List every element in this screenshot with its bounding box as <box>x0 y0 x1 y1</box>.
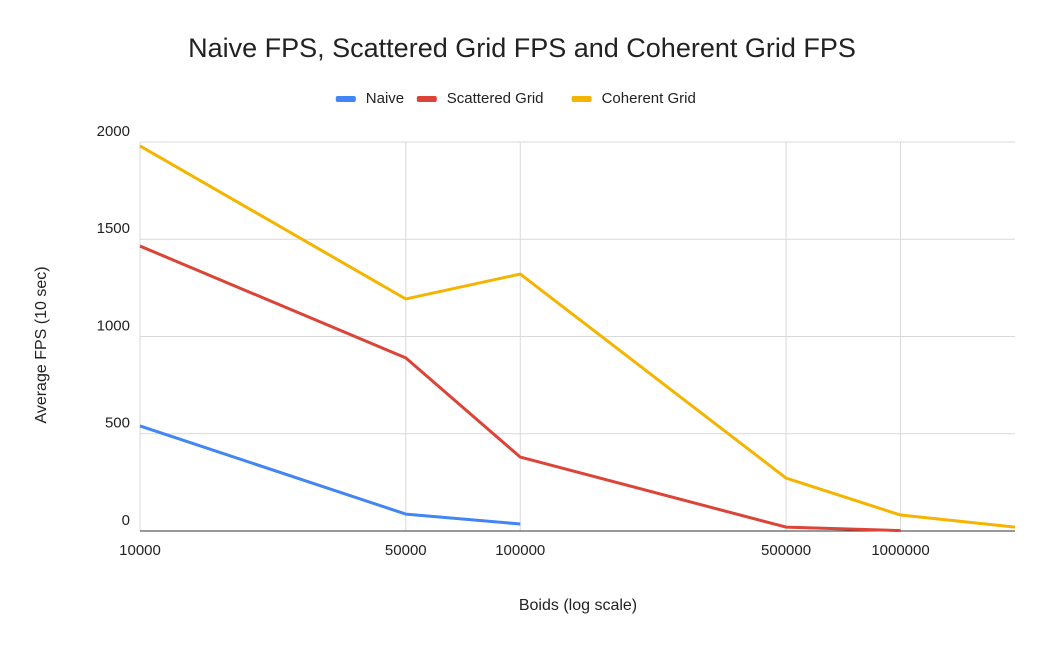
x-tick-label: 1000000 <box>871 542 929 559</box>
y-tick-label: 0 <box>122 512 130 529</box>
x-tick-label: 500000 <box>761 542 811 559</box>
x-axis-title: Boids (log scale) <box>519 597 637 614</box>
series-line <box>139 144 1016 529</box>
series-line <box>139 244 901 533</box>
legend-label: Coherent Grid <box>602 90 696 107</box>
y-axis-title: Average FPS (10 sec) <box>33 266 50 423</box>
legend-swatch <box>335 96 356 102</box>
y-tick-label: 1000 <box>97 317 130 334</box>
y-tick-label: 500 <box>105 415 130 432</box>
legend-swatch <box>571 96 592 102</box>
y-tick-label: 2000 <box>97 123 130 140</box>
chart-title: Naive FPS, Scattered Grid FPS and Cohere… <box>188 33 856 63</box>
x-tick-label: 100000 <box>495 542 545 559</box>
x-tick-label: 50000 <box>385 542 427 559</box>
legend-label: Naive <box>366 90 404 107</box>
series-line <box>139 424 521 526</box>
y-tick-label: 1500 <box>97 220 130 237</box>
legend-swatch <box>416 96 437 102</box>
legend-label: Scattered Grid <box>447 90 544 107</box>
x-tick-label: 10000 <box>119 542 161 559</box>
